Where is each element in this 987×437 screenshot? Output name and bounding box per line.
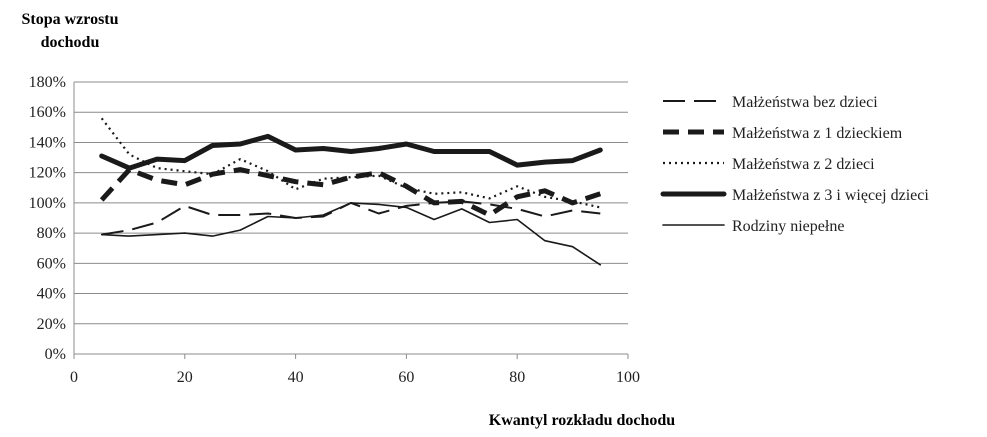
y-axis-title-line-1: Stopa wzrostu <box>21 11 118 28</box>
grid-layer <box>73 81 628 355</box>
y-tick-label: 20% <box>37 316 66 333</box>
x-tick-label: 100 <box>616 369 640 386</box>
x-tick-label: 20 <box>177 369 193 386</box>
x-tick-label: 80 <box>509 369 525 386</box>
y-tick-label: 140% <box>29 134 66 151</box>
tick-layer: 0% 20% 40% 60% 80% 100% 120% 140% 160% 180% 0 20 40 6… <box>29 74 640 386</box>
legend: Małżeństwa bez dzieci Małżeństwa z 1 dzie… <box>660 94 929 235</box>
y-tick-label: 40% <box>37 286 66 303</box>
legend-label-2: Małżeństwa z 1 dzieckiem <box>732 125 903 142</box>
y-axis-title-line-2: dochodu <box>41 34 100 51</box>
legend-label-5: Rodziny niepełne <box>732 218 844 235</box>
y-tick-label: 180% <box>29 74 66 91</box>
y-tick-label: 160% <box>29 104 66 121</box>
legend-label-4: Małżeństwa z 3 i więcej dzieci <box>732 187 929 204</box>
x-tick-label: 60 <box>398 369 414 386</box>
y-tick-label: 100% <box>29 195 66 212</box>
series-line-4 <box>99 133 603 171</box>
series-line-3 <box>100 117 601 209</box>
series-line-1 <box>101 200 601 236</box>
legend-label-3: Małżeństwa z 2 dzieci <box>732 156 875 173</box>
y-tick-label: 60% <box>37 255 66 272</box>
x-tick-label: 40 <box>288 369 304 386</box>
x-tick-label: 0 <box>70 369 78 386</box>
series-line-2 <box>99 167 602 218</box>
y-tick-label: 120% <box>29 165 66 182</box>
x-axis-title: Kwantyl rozkładu dochodu <box>489 412 676 429</box>
series-line-5 <box>100 202 602 266</box>
y-tick-label: 0% <box>45 346 66 363</box>
series-layer <box>99 117 603 266</box>
legend-label-1: Małżeństwa bez dzieci <box>732 94 878 111</box>
y-tick-label: 80% <box>37 225 66 242</box>
